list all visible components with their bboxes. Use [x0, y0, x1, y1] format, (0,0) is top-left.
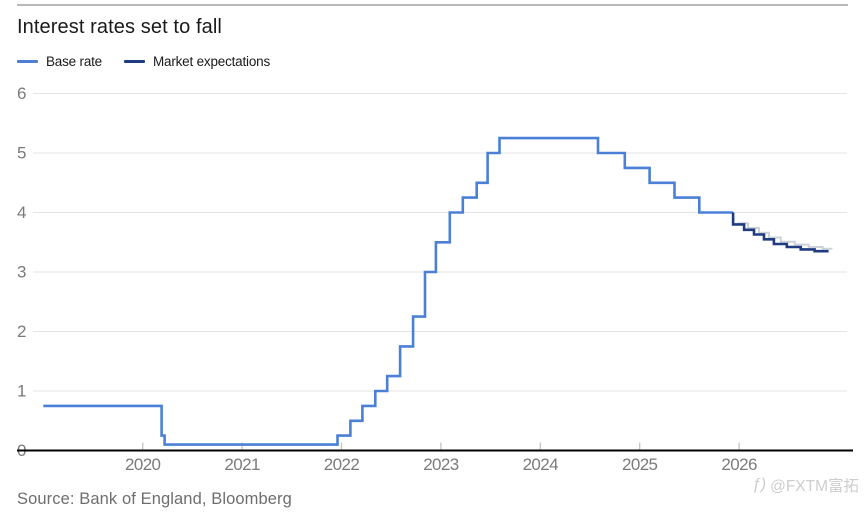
chart-legend: Base rate Market expectations — [17, 54, 270, 69]
y-axis-label: 6 — [17, 85, 26, 103]
x-axis-label: 2021 — [224, 455, 260, 474]
ghost-expectations-line — [737, 222, 833, 250]
market-expectations-swatch-icon — [123, 60, 145, 63]
x-axis-label: 2024 — [523, 455, 559, 474]
y-axis-label: 5 — [17, 144, 26, 163]
page-title: Interest rates set to fall — [17, 16, 222, 38]
y-axis-label: 3 — [17, 263, 26, 282]
fxtm-logo-icon: ƒ) — [751, 476, 767, 493]
x-axis-label: 2022 — [324, 455, 360, 474]
y-axis-label: 4 — [17, 203, 26, 222]
legend-label: Base rate — [46, 54, 102, 69]
x-axis-label: 2025 — [622, 455, 658, 474]
x-axis-label: 2023 — [423, 455, 459, 474]
top-divider — [17, 4, 848, 6]
base-rate-line — [43, 136, 734, 446]
legend-item-market-expectations: Market expectations — [123, 54, 270, 69]
y-axis-label: 2 — [17, 322, 26, 341]
y-axis-label: 1 — [17, 382, 26, 401]
legend-item-base-rate: Base rate — [17, 54, 102, 69]
market-expectations-line — [731, 212, 829, 253]
source-attribution: Source: Bank of England, Bloomberg — [17, 490, 292, 508]
watermark-text: @FXTM富拓 — [770, 478, 859, 495]
watermark: ƒ) @FXTM富拓 — [752, 474, 859, 496]
x-axis-label: 2026 — [721, 455, 757, 474]
base-rate-swatch-icon — [17, 60, 38, 63]
x-axis-label: 2020 — [125, 455, 161, 474]
legend-label: Market expectations — [152, 54, 270, 69]
